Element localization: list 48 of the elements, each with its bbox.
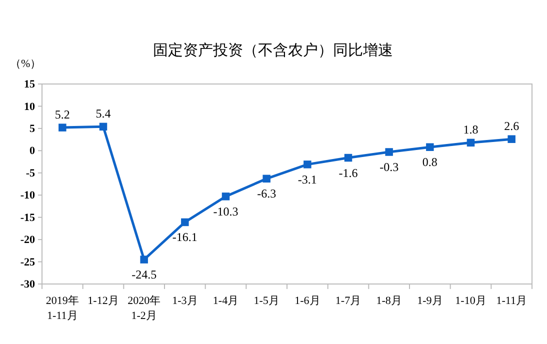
- x-tick-label: 1-6月: [294, 295, 320, 307]
- point: [58, 124, 66, 132]
- y-tick-label: -30: [20, 278, 36, 291]
- y-tick-label: -10: [20, 190, 36, 202]
- data-label: -10.3: [213, 204, 238, 218]
- point: [344, 154, 352, 162]
- point: [181, 218, 189, 226]
- point: [426, 143, 434, 151]
- point: [385, 148, 393, 156]
- data-label: -0.3: [380, 160, 399, 174]
- x-tick-label: 1-5月: [254, 295, 280, 307]
- point: [508, 135, 516, 143]
- data-label: -3.1: [298, 172, 317, 186]
- point: [304, 160, 312, 168]
- chart-title: 固定资产投资（不含农户）同比增速: [153, 41, 393, 59]
- x-tick-label: 1-4月: [212, 295, 239, 307]
- x-tick-label: 2020年 1-2月: [128, 295, 161, 322]
- data-label: -1.6: [338, 166, 358, 180]
- y-tick-label: 15: [24, 78, 36, 91]
- y-tick-label: -25: [20, 256, 36, 268]
- y-tick-label: 5: [30, 122, 36, 135]
- data-label: 0.8: [422, 155, 438, 170]
- y-tick-label: -15: [20, 212, 36, 224]
- x-tick-label: 1-8月: [376, 295, 402, 307]
- y-tick-label: 0: [30, 145, 36, 158]
- x-tick-label: 2019年 1-11月: [46, 295, 79, 322]
- data-label: 1.8: [463, 122, 478, 137]
- point: [99, 122, 108, 131]
- y-tick-label: -20: [20, 234, 36, 246]
- data-label: -6.3: [257, 186, 276, 201]
- x-tick-label: 1-7月: [335, 295, 362, 307]
- data-label: 5.2: [54, 108, 70, 122]
- data-label: -24.5: [132, 268, 157, 282]
- y-tick-label: -5: [26, 167, 36, 180]
- x-tick-label: 1-3月: [172, 295, 198, 307]
- x-tick-label: 1-10月: [455, 295, 486, 307]
- x-tick-label: 1-12月: [88, 295, 119, 307]
- data-label: 5.4: [96, 106, 111, 121]
- point: [262, 174, 270, 183]
- point: [140, 256, 148, 264]
- x-tick-label: 1-11月: [496, 295, 527, 307]
- point: [222, 192, 230, 200]
- y-axis-title: （%）: [10, 58, 42, 70]
- x-tick-label: 1-9月: [417, 295, 443, 307]
- point: [466, 138, 475, 147]
- y-tick-label: 10: [24, 100, 36, 113]
- data-label: -16.1: [172, 230, 198, 244]
- data-label: 2.6: [504, 119, 520, 134]
